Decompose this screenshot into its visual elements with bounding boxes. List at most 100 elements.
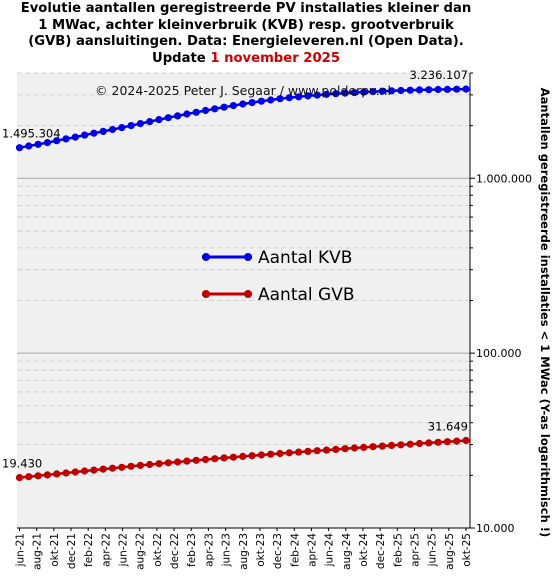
data-point <box>155 116 163 124</box>
data-point <box>192 108 200 116</box>
data-point <box>285 94 293 102</box>
data-point <box>164 114 172 122</box>
data-point <box>406 440 414 448</box>
data-point <box>53 137 61 145</box>
legend-entry: Aantal KVB <box>258 248 352 268</box>
y-tick-label: 1.000.000 <box>476 172 532 185</box>
data-point <box>90 466 98 474</box>
data-point <box>322 446 331 454</box>
y-tick-label: 10.000 <box>476 522 515 535</box>
data-point <box>295 93 303 101</box>
x-tick-label: aug-23 <box>238 533 250 570</box>
data-point <box>443 85 451 93</box>
title-line-3: (GVB) aansluitingen. Data: Energielevere… <box>28 34 464 49</box>
x-tick-label: aug-25 <box>444 533 456 570</box>
data-point <box>118 463 126 471</box>
series-group <box>15 85 470 482</box>
legend-swatch-marker <box>244 290 252 298</box>
data-point <box>425 439 433 447</box>
data-point <box>267 96 275 104</box>
legend-entry: Aantal GVB <box>258 285 355 305</box>
data-point <box>257 451 265 459</box>
data-point <box>25 473 33 481</box>
x-tick-label: dec-22 <box>169 533 181 569</box>
data-point <box>53 470 61 478</box>
data-point <box>360 443 368 451</box>
data-point <box>397 86 405 95</box>
data-point <box>257 97 265 105</box>
data-point <box>332 90 340 98</box>
data-point <box>378 87 386 95</box>
x-tick-label: apr-23 <box>203 533 215 567</box>
y-tick-label: 100.000 <box>476 347 522 360</box>
data-point <box>155 460 163 468</box>
data-point <box>453 437 461 445</box>
title-line-2: 1 MWac, achter kleinverbruik (KVB) resp.… <box>38 17 454 33</box>
x-tick-label: dec-23 <box>272 533 284 569</box>
data-point <box>71 133 79 141</box>
data-point <box>285 449 293 457</box>
update-date: 1 november 2025 <box>210 50 340 66</box>
data-point <box>211 105 219 113</box>
data-point <box>229 453 237 461</box>
x-tick-label: okt-21 <box>49 533 61 567</box>
data-point <box>99 127 107 135</box>
x-tick-label: jun-24 <box>324 533 336 568</box>
legend-swatch-marker <box>202 290 210 298</box>
data-point <box>415 439 424 448</box>
axes: 10.000 100.000 1.000.000 jun-21 aug-21 okt-21… <box>15 72 532 570</box>
x-tick-label: apr-25 <box>409 533 421 567</box>
data-point <box>62 469 70 477</box>
data-point <box>174 112 182 120</box>
data-point <box>220 103 228 111</box>
data-point <box>81 467 89 475</box>
data-point <box>350 89 358 97</box>
x-tick-label: aug-24 <box>341 533 353 570</box>
title-line-4: Update 1 november 2025 <box>0 51 492 68</box>
data-point <box>34 472 42 480</box>
data-point <box>183 110 191 118</box>
data-point <box>146 118 154 126</box>
data-point <box>229 102 237 110</box>
start-value-label: 19.430 <box>2 457 42 471</box>
data-point <box>425 86 433 94</box>
data-point <box>71 468 79 476</box>
data-point <box>201 455 210 464</box>
data-point <box>136 461 144 469</box>
data-point <box>453 85 461 93</box>
data-point <box>136 120 144 128</box>
data-point <box>15 144 24 152</box>
x-tick-label: okt-25 <box>461 533 473 567</box>
legend: Aantal KVB Aantal GVB <box>202 248 355 305</box>
data-point <box>267 450 275 458</box>
data-point <box>322 90 331 98</box>
data-point <box>192 456 200 464</box>
data-point <box>369 443 377 451</box>
data-point <box>248 452 256 460</box>
data-point <box>201 106 210 115</box>
data-point <box>183 457 191 465</box>
data-point <box>127 122 135 130</box>
y-axis-label: Aantallen geregistreerde installaties < … <box>538 88 552 538</box>
x-tick-label: jun-21 <box>15 533 27 567</box>
data-point <box>443 438 451 446</box>
x-tick-label: dec-21 <box>66 533 78 569</box>
data-point <box>108 464 117 472</box>
data-point <box>388 87 396 95</box>
x-tick-label: okt-24 <box>358 533 370 567</box>
x-tick-label: okt-23 <box>255 533 267 567</box>
data-point <box>369 88 377 96</box>
data-point <box>81 131 89 139</box>
data-point <box>434 438 442 446</box>
data-point <box>174 458 182 466</box>
copyright-text: © 2024-2025 Peter J. Segaar / www.polder… <box>95 83 391 98</box>
data-point <box>276 449 284 458</box>
data-point <box>248 99 256 107</box>
data-labels: 1.495.304 3.236.107 19.430 31.649 <box>2 68 468 470</box>
data-point <box>462 436 470 445</box>
data-point <box>99 465 107 473</box>
data-point <box>360 88 368 96</box>
x-tick-label: apr-22 <box>100 533 112 567</box>
legend-swatch-marker <box>202 253 210 261</box>
x-tick-label: okt-22 <box>152 533 164 567</box>
